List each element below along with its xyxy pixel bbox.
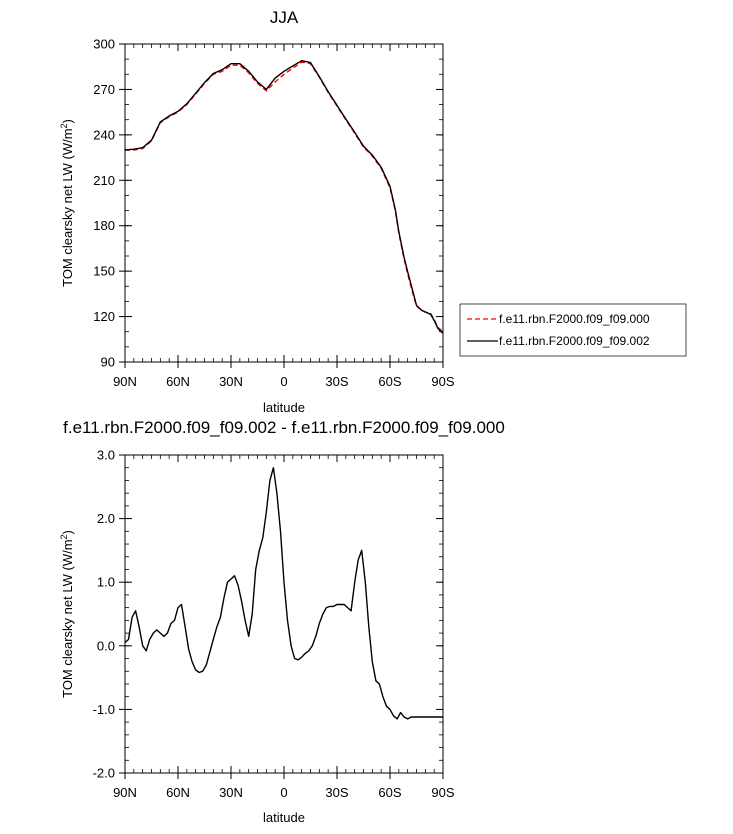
top-x-tick-label: 60S (378, 374, 401, 389)
bottom-x-tick-label: 30S (325, 785, 348, 800)
top-x-tick-label: 60N (166, 374, 190, 389)
bottom-y-tick-label: -2.0 (93, 766, 115, 781)
top-x-axis-label: latitude (263, 400, 305, 415)
top-y-tick-label: 120 (93, 309, 115, 324)
bottom-x-tick-label: 30N (219, 785, 243, 800)
top-y-axis-label: TOM clearsky net LW (W/m2) (59, 119, 75, 287)
top-x-tick-label: 30S (325, 374, 348, 389)
top-y-tick-label: 300 (93, 37, 115, 52)
bottom-y-tick-label: 1.0 (97, 575, 115, 590)
legend: f.e11.rbn.F2000.f09_f09.000 f.e11.rbn.F2… (459, 303, 687, 357)
top-y-tick-label: 150 (93, 264, 115, 279)
bottom-plot-frame (124, 454, 444, 774)
top-x-tick-label: 90N (113, 374, 137, 389)
top-series-line-0 (125, 61, 444, 333)
bottom-x-tick-label: 60N (166, 785, 190, 800)
top-y-tick-label: 240 (93, 127, 115, 142)
bottom-x-tick-label: 90N (113, 785, 137, 800)
top-x-tick-label: 30N (219, 374, 243, 389)
bottom-y-tick-label: 3.0 (97, 448, 115, 463)
top-y-tick-label: 210 (93, 173, 115, 188)
top-y-tick-label: 90 (101, 355, 115, 370)
top-y-tick-label: 180 (93, 218, 115, 233)
bottom-chart-panel: f.e11.rbn.F2000.f09_f09.002 - f.e11.rbn.… (59, 418, 505, 825)
top-x-tick-label: 0 (280, 374, 287, 389)
bottom-y-axis-label: TOM clearsky net LW (W/m2) (59, 530, 75, 698)
bottom-y-tick-label: -1.0 (93, 702, 115, 717)
top-chart-panel: JJA 90 120 150 180 210 240 270 300 90N 60N 30N 0 30… (59, 8, 687, 415)
bottom-y-tick-label: 2.0 (97, 511, 115, 526)
bottom-x-tick-label: 0 (280, 785, 287, 800)
legend-series-1-label: f.e11.rbn.F2000.f09_f09.002 (499, 334, 650, 348)
bottom-x-tick-label: 60S (378, 785, 401, 800)
legend-series-0-label: f.e11.rbn.F2000.f09_f09.000 (499, 312, 650, 326)
bottom-x-axis-label: latitude (263, 810, 305, 825)
bottom-chart-title: f.e11.rbn.F2000.f09_f09.002 - f.e11.rbn.… (63, 418, 505, 437)
top-chart-title: JJA (270, 8, 299, 27)
top-series-line-1 (124, 60, 444, 334)
top-x-tick-label: 90S (431, 374, 454, 389)
bottom-x-tick-label: 90S (431, 785, 454, 800)
bottom-series-line-0 (124, 467, 443, 720)
bottom-y-tick-label: 0.0 (97, 638, 115, 653)
legend-box (459, 303, 687, 357)
top-y-tick-label: 270 (93, 82, 115, 97)
top-plot-frame (124, 43, 444, 363)
